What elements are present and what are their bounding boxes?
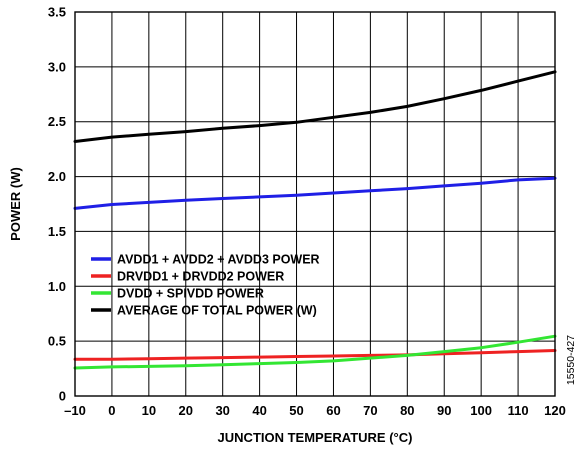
y-tick-label: 1.0 [48,279,66,294]
x-tick-label: –10 [64,403,86,418]
x-tick-label: 10 [142,403,156,418]
series-line-3 [73,334,557,370]
y-axis-title: POWER (W) [8,167,23,241]
x-tick-labels: –10 0 10 20 30 40 50 60 70 80 90 100 110 120 [64,403,566,418]
legend-label: DRVDD1 + DRVDD2 POWER [117,270,284,284]
y-tick-labels: 0 0.5 1.0 1.5 2.0 2.5 3.0 3.5 [48,5,66,404]
x-tick-label: 20 [179,403,193,418]
y-tick-label: 2.0 [48,169,66,184]
series-line-1 [73,176,557,210]
x-tick-label: 110 [508,403,529,418]
y-tick-label: 0.5 [48,334,66,349]
x-tick-label: 0 [108,403,115,418]
x-tick-label: 100 [470,403,492,418]
x-tick-label: 70 [363,403,377,418]
x-tick-label: 40 [252,403,266,418]
y-tick-label: 2.5 [48,114,66,129]
series-line-2 [73,349,557,361]
series-line-4 [73,70,557,143]
plot-frame [74,11,556,397]
x-tick-label: 120 [544,403,566,418]
legend-label: DVDD + SPIVDD POWER [117,287,264,301]
y-tick-label: 0 [59,389,66,404]
legend-label: AVDD1 + AVDD2 + AVDD3 POWER [117,253,320,267]
series-lines [73,70,557,370]
x-axis-title: JUNCTION TEMPERATURE (°C) [218,430,413,445]
legend-label: AVERAGE OF TOTAL POWER (W) [117,304,317,318]
y-tick-label: 3.0 [48,59,66,74]
x-tick-label: 90 [437,403,451,418]
x-tick-label: 30 [215,403,229,418]
x-tick-label: 60 [326,403,340,418]
y-tick-label: 1.5 [48,224,66,239]
y-tick-label: 3.5 [48,5,66,20]
x-tick-label: 50 [289,403,303,418]
x-tick-label: 80 [400,403,414,418]
legend: AVDD1 + AVDD2 + AVDD3 POWER DRVDD1 + DRVD… [91,253,320,318]
figure-id: 15550-427 [565,335,577,385]
